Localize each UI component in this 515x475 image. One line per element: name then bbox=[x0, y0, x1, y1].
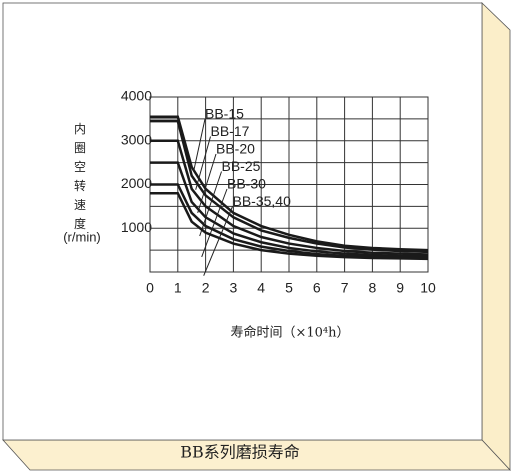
caption: BB系列磨损寿命 bbox=[180, 443, 300, 462]
series-label: BB-17 bbox=[211, 123, 250, 139]
leader-line bbox=[203, 206, 233, 276]
line-series bbox=[150, 119, 429, 254]
x-tick-label: 8 bbox=[369, 280, 377, 296]
x-tick-label: 9 bbox=[396, 280, 404, 296]
y-tick-label: 1000 bbox=[121, 219, 152, 235]
leader-line bbox=[197, 153, 217, 214]
series-label: BB-30 bbox=[227, 176, 266, 192]
series-label: BB-15 bbox=[205, 106, 244, 122]
leader-line bbox=[193, 118, 206, 172]
x-axis-label: 寿命时间（×10⁴h） bbox=[230, 325, 349, 341]
series-label: BB-20 bbox=[216, 141, 255, 157]
leader-line bbox=[195, 136, 211, 190]
line-series bbox=[150, 115, 429, 252]
line-series bbox=[150, 139, 429, 256]
y-axis-unit: (r/min) bbox=[63, 229, 101, 244]
x-tick-label: 1 bbox=[174, 280, 182, 296]
x-tick-label: 6 bbox=[313, 280, 321, 296]
x-tick-label: 7 bbox=[341, 280, 349, 296]
x-tick-label: 5 bbox=[285, 280, 293, 296]
series-label: BB-35,40 bbox=[233, 193, 292, 209]
line-series bbox=[150, 192, 429, 261]
y-tick-label: 3000 bbox=[121, 131, 152, 147]
x-tick-label: 0 bbox=[146, 280, 154, 296]
y-tick-label: 2000 bbox=[121, 175, 152, 191]
series-label: BB-25 bbox=[222, 158, 261, 174]
x-tick-label: 2 bbox=[202, 280, 210, 296]
x-tick-label: 10 bbox=[420, 280, 436, 296]
y-tick-label: 4000 bbox=[121, 88, 152, 104]
frame-side bbox=[481, 2, 511, 472]
x-tick-label: 3 bbox=[230, 280, 238, 296]
line-series bbox=[150, 161, 429, 258]
leader-line bbox=[201, 188, 228, 258]
x-tick-label: 4 bbox=[257, 280, 265, 296]
y-axis-label: 内圈空转速度 bbox=[74, 122, 87, 231]
